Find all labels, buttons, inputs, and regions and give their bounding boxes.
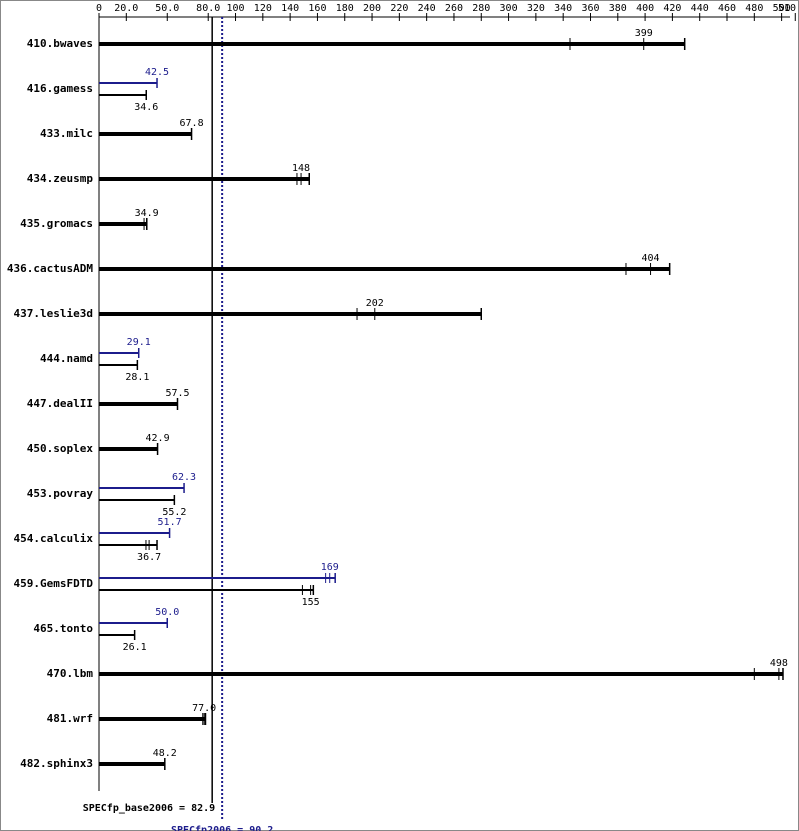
value-label: 26.1 bbox=[123, 642, 147, 653]
x-tick-label: 300 bbox=[500, 3, 518, 14]
x-tick-label: 180 bbox=[336, 3, 354, 14]
x-tick-label: 260 bbox=[445, 3, 463, 14]
value-label: 48.2 bbox=[153, 748, 177, 759]
value-label: 155 bbox=[302, 597, 320, 608]
x-tick-label: 460 bbox=[718, 3, 736, 14]
value-label: 51.7 bbox=[158, 517, 182, 528]
category-label: 465.tonto bbox=[33, 622, 93, 635]
x-tick-label: 20.0 bbox=[114, 3, 138, 14]
category-label: 453.povray bbox=[27, 487, 94, 500]
category-label: 454.calculix bbox=[14, 532, 94, 545]
category-label: 433.milc bbox=[40, 127, 93, 140]
x-tick-label: 380 bbox=[609, 3, 627, 14]
value-label: 42.5 bbox=[145, 67, 169, 78]
value-label: 42.9 bbox=[146, 433, 170, 444]
x-tick-label: 480 bbox=[745, 3, 763, 14]
category-label: 434.zeusmp bbox=[27, 172, 94, 185]
x-tick-label: 80.0 bbox=[196, 3, 220, 14]
value-label: 34.6 bbox=[134, 102, 158, 113]
value-label: 77.0 bbox=[192, 703, 216, 714]
category-label: 437.leslie3d bbox=[14, 307, 93, 320]
x-tick-label: 440 bbox=[691, 3, 709, 14]
x-tick-label: 340 bbox=[554, 3, 572, 14]
category-label: 444.namd bbox=[40, 352, 93, 365]
value-label: 148 bbox=[292, 163, 310, 174]
reference-label: SPECfp_base2006 = 82.9 bbox=[83, 803, 215, 814]
x-tick-label: 0 bbox=[96, 3, 102, 14]
x-tick-label: 320 bbox=[527, 3, 545, 14]
x-tick-label: 360 bbox=[581, 3, 599, 14]
category-label: 482.sphinx3 bbox=[20, 757, 93, 770]
value-label: 28.1 bbox=[125, 372, 149, 383]
value-label: 36.7 bbox=[137, 552, 161, 563]
category-label: 447.dealII bbox=[27, 397, 93, 410]
x-tick-label: 140 bbox=[281, 3, 299, 14]
category-label: 435.gromacs bbox=[20, 217, 93, 230]
x-tick-label: 220 bbox=[390, 3, 408, 14]
x-tick-label: 100 bbox=[226, 3, 244, 14]
x-tick-label: 280 bbox=[472, 3, 490, 14]
value-label: 404 bbox=[642, 253, 660, 264]
value-label: 67.8 bbox=[180, 118, 204, 129]
category-label: 436.cactusADM bbox=[7, 262, 93, 275]
value-label: 57.5 bbox=[165, 388, 189, 399]
category-label: 470.lbm bbox=[47, 667, 94, 680]
category-label: 410.bwaves bbox=[27, 37, 93, 50]
value-label: 50.0 bbox=[155, 607, 179, 618]
x-tick-label: 500 bbox=[773, 3, 791, 14]
x-tick-label: 240 bbox=[418, 3, 436, 14]
x-tick-label: 200 bbox=[363, 3, 381, 14]
value-label: 34.9 bbox=[135, 208, 159, 219]
x-tick-label: 400 bbox=[636, 3, 654, 14]
x-tick-label: 510 bbox=[778, 3, 796, 14]
category-label: 481.wrf bbox=[47, 712, 93, 725]
x-tick-label: 420 bbox=[663, 3, 681, 14]
value-label: 399 bbox=[635, 28, 653, 39]
value-label: 62.3 bbox=[172, 472, 196, 483]
value-label: 29.1 bbox=[127, 337, 151, 348]
reference-label: SPECfp2006 = 90.2 bbox=[171, 825, 273, 831]
x-tick-label: 160 bbox=[308, 3, 326, 14]
value-label: 55.2 bbox=[162, 507, 186, 518]
category-label: 459.GemsFDTD bbox=[14, 577, 94, 590]
category-label: 450.soplex bbox=[27, 442, 94, 455]
value-label: 202 bbox=[366, 298, 384, 309]
category-label: 416.gamess bbox=[27, 82, 93, 95]
value-label: 498 bbox=[770, 658, 788, 669]
x-tick-label: 120 bbox=[254, 3, 272, 14]
value-label: 169 bbox=[321, 562, 339, 573]
x-tick-label: 50.0 bbox=[155, 3, 179, 14]
